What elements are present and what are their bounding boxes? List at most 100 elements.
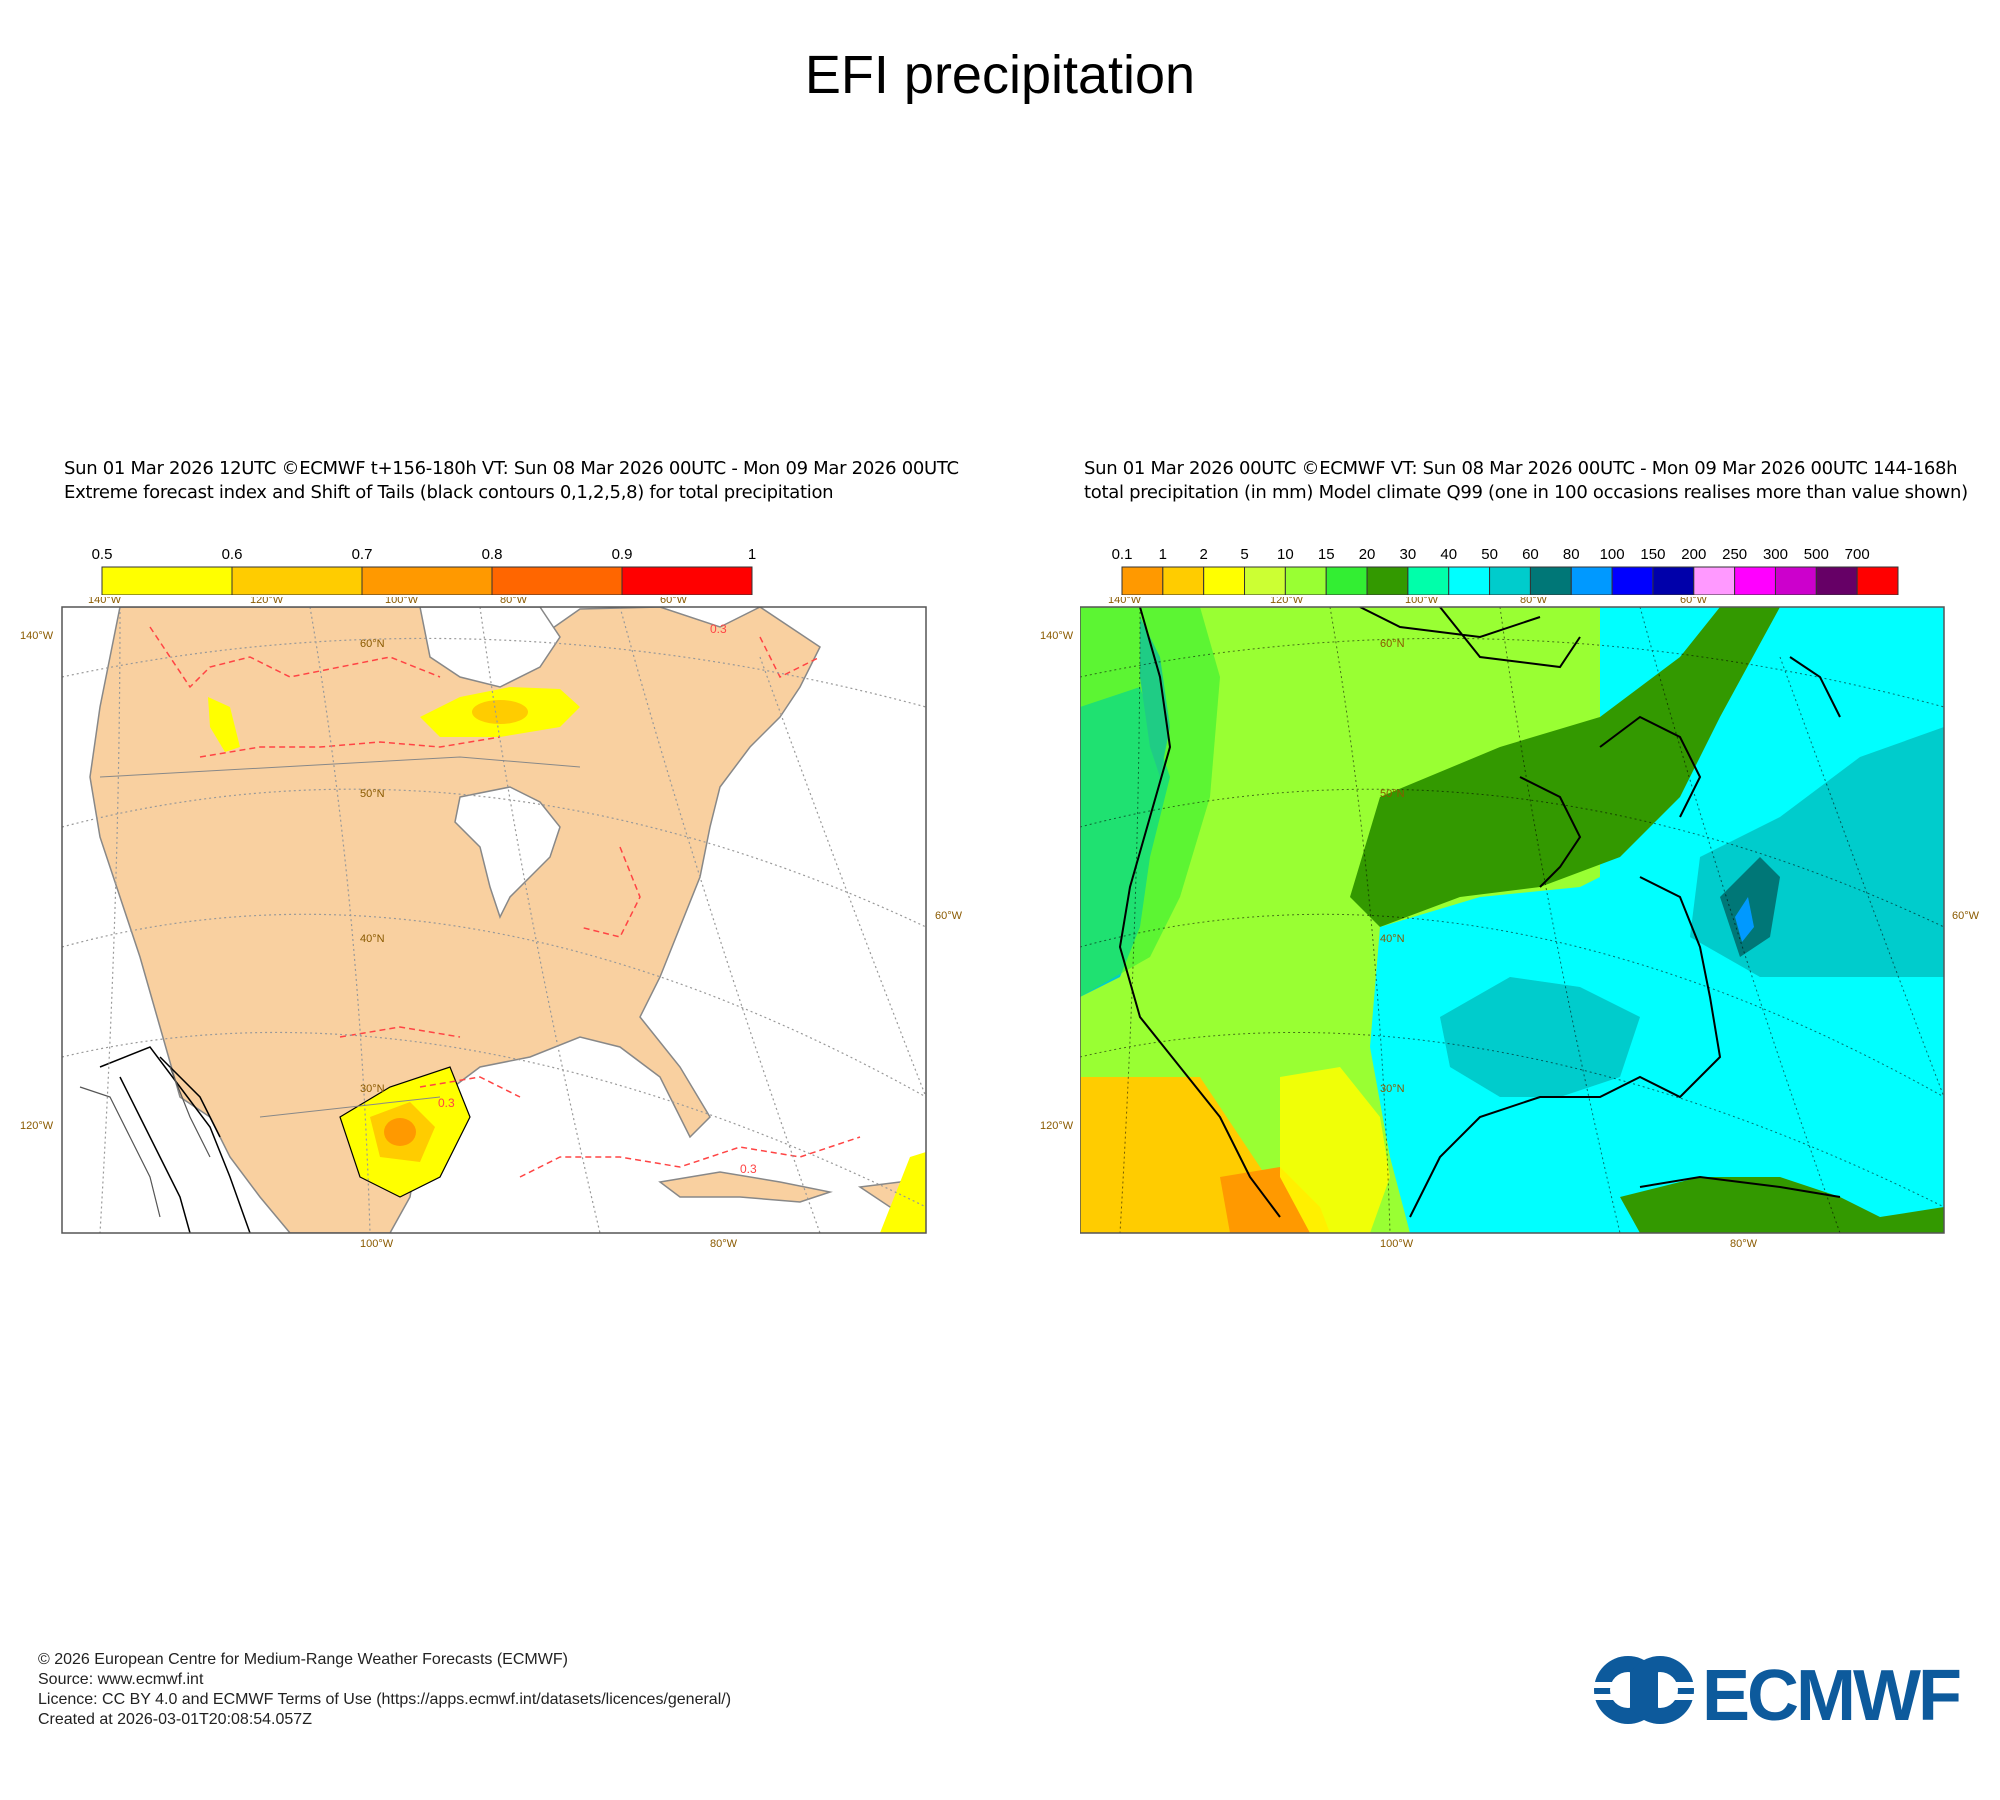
footer-source: Source: www.ecmwf.int <box>38 1671 204 1688</box>
q99-colorbar-swatch <box>1203 566 1246 595</box>
q99-colorbar-swatch <box>1162 566 1205 595</box>
efi-border <box>99 756 581 1118</box>
efi-colorbar-swatch <box>101 566 233 595</box>
q99-caribbean-green <box>1620 1177 1944 1233</box>
footer-licence: Licence: CC BY 4.0 and ECMWF Terms of Us… <box>38 1691 732 1708</box>
q99-colorbar-swatch <box>1774 566 1817 595</box>
q99-colorbar-label: 50 <box>1481 546 1498 563</box>
q99-lat-label: 40°N <box>1380 933 1405 945</box>
q99-colorbar-label: 15 <box>1318 546 1335 563</box>
efi-contour-label: 0.3 <box>710 622 727 636</box>
efi-colorbar-label: 0.6 <box>222 546 243 563</box>
q99-colorbar-label: 100 <box>1600 546 1625 563</box>
q99-colorbar-swatch <box>1570 566 1613 595</box>
q99-colorbar-swatch <box>1407 566 1450 595</box>
ecmwf-logo: ECMWF <box>1590 1656 1963 1728</box>
efi-colorbar-label: 0.5 <box>92 546 113 563</box>
q99-colorbar-swatch <box>1652 566 1695 595</box>
efi-colorbar-label: 0.9 <box>612 546 633 563</box>
q99-nw-green <box>1080 607 1220 997</box>
q99-bottom-lon-label: 100°W <box>1380 1238 1414 1247</box>
q99-left-lon-label: 120°W <box>1040 1120 1074 1132</box>
efi-lat-label: 60°N <box>360 638 385 650</box>
q99-colorbar-swatch <box>1284 566 1327 595</box>
efi-bottom-lon-label: 80°W <box>710 1238 738 1247</box>
q99-lat-label: 30°N <box>1380 1083 1405 1095</box>
efi-top-lon-label: 140°W <box>88 597 122 606</box>
q99-top-lon-label: 80°W <box>1520 597 1548 606</box>
footer: © 2026 European Centre for Medium-Range … <box>38 1650 731 1730</box>
efi-great-lakes <box>454 786 561 919</box>
q99-teal-core <box>1440 977 1640 1097</box>
q99-colorbar-label: 200 <box>1681 546 1706 563</box>
q99-top-lon-label: 140°W <box>1108 597 1142 606</box>
q99-colorbar-swatch <box>1693 566 1736 595</box>
efi-header-line1: Sun 01 Mar 2026 12UTC ©ECMWF t+156-180h … <box>64 458 959 479</box>
q99-colorbar-label: 700 <box>1845 546 1870 563</box>
efi-east-yellow <box>880 1152 926 1233</box>
efi-graticule <box>62 607 926 1233</box>
q99-top-lon-label: 60°W <box>1680 597 1708 606</box>
q99-header-line1: Sun 01 Mar 2026 00UTC ©ECMWF VT: Sun 08 … <box>1084 458 1958 479</box>
q99-left-lon-label: 140°W <box>1040 630 1074 642</box>
q99-map-frame <box>1080 606 1945 1234</box>
q99-top-lon-label: 100°W <box>1405 597 1439 606</box>
efi-map: 0.3 0.3 0.3 140°W 120°W 100°W 80°W 60°W 100°W… <box>61 597 927 1247</box>
q99-colorbar-swatch <box>1121 566 1164 595</box>
q99-mexico-yellow <box>1280 1067 1390 1233</box>
q99-colorbar-swatch <box>1856 566 1899 595</box>
ecmwf-logo-icon <box>1590 1656 1698 1724</box>
efi-contour-label-south: 0.3 <box>438 1096 455 1110</box>
efi-top-lon-label: 120°W <box>250 597 284 606</box>
efi-caribbean-islands <box>658 1171 833 1203</box>
efi-right-lon-label: 60°W <box>935 910 963 922</box>
efi-land <box>89 607 821 1233</box>
q99-colorbar-label: 500 <box>1804 546 1829 563</box>
q99-colorbar-swatch <box>1734 566 1776 595</box>
q99-colorbar-label: 150 <box>1640 546 1665 563</box>
q99-right-lon-label: 60°W <box>1952 910 1980 922</box>
q99-coastlines <box>1118 607 1841 1218</box>
efi-mexico-contours <box>99 1046 251 1233</box>
q99-colorbar-label: 30 <box>1400 546 1417 563</box>
q99-panel: Sun 01 Mar 2026 00UTC ©ECMWF VT: Sun 08 … <box>1080 455 2000 1247</box>
q99-colorbar-label: 20 <box>1359 546 1376 563</box>
efi-colorbar: 0.5 0.6 0.7 0.8 0.9 1 <box>92 546 756 595</box>
q99-atlantic-blue <box>1735 897 1754 942</box>
q99-colorbar: 0.1 1 2 5 10 15 20 30 40 50 60 80 100 150 200 250 300 500… <box>1112 546 1899 595</box>
efi-map-frame <box>61 606 927 1234</box>
q99-central-green <box>1350 607 1780 927</box>
q99-colorbar-swatch <box>1611 566 1654 595</box>
q99-colorbar-swatch <box>1815 566 1858 595</box>
q99-colorbar-label: 10 <box>1277 546 1294 563</box>
efi-colorbar-label: 1 <box>748 546 756 563</box>
footer-created: Created at 2026-03-01T20:08:54.057Z <box>38 1711 312 1728</box>
q99-colorbar-label: 1 <box>1159 546 1167 563</box>
q99-lat-label: 60°N <box>1380 638 1405 650</box>
efi-left-lon-label: 140°W <box>20 630 54 642</box>
efi-hudson-orange <box>472 700 528 724</box>
q99-colorbar-swatch <box>1529 566 1572 595</box>
efi-colorbar-swatch <box>491 566 623 595</box>
efi-top-lon-label: 60°W <box>660 597 688 606</box>
q99-colorbar-swatch <box>1366 566 1409 595</box>
ecmwf-logo-text: ECMWF <box>1702 1656 1960 1728</box>
efi-lat-label: 40°N <box>360 933 385 945</box>
efi-nw-yellow <box>208 697 240 752</box>
q99-colorbar-swatch <box>1244 566 1286 595</box>
efi-colorbar-swatch <box>621 566 753 595</box>
q99-colorbar-label: 80 <box>1563 546 1580 563</box>
q99-colorbar-swatch <box>1489 566 1531 595</box>
q99-colorbar-label: 60 <box>1522 546 1539 563</box>
efi-lat-label: 30°N <box>360 1083 385 1095</box>
efi-hudson-bay <box>419 607 561 688</box>
efi-panel: Sun 01 Mar 2026 12UTC ©ECMWF t+156-180h … <box>60 455 1020 1247</box>
efi-header-line2: Extreme forecast index and Shift of Tail… <box>64 482 834 503</box>
efi-lat-label: 50°N <box>360 788 385 800</box>
q99-map: 140°W 120°W 100°W 80°W 60°W 100°W 80°W 60°N 50°N… <box>1080 597 1945 1247</box>
q99-colorbar-label: 250 <box>1722 546 1747 563</box>
efi-top-lon-label: 80°W <box>500 597 528 606</box>
efi-top-lon-label: 100°W <box>385 597 419 606</box>
efi-left-lon-label: 120°W <box>20 1120 54 1132</box>
q99-colorbar-label: 40 <box>1440 546 1457 563</box>
